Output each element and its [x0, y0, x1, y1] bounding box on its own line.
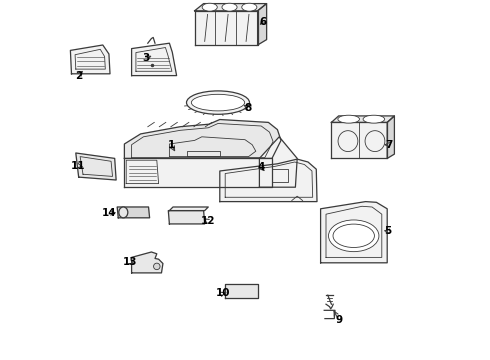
Ellipse shape	[222, 3, 237, 11]
Text: 14: 14	[101, 208, 116, 218]
Polygon shape	[259, 137, 297, 187]
Ellipse shape	[338, 115, 360, 123]
Polygon shape	[170, 207, 208, 211]
Text: 5: 5	[385, 226, 392, 236]
Polygon shape	[331, 116, 394, 122]
Text: 10: 10	[216, 288, 231, 298]
Polygon shape	[320, 202, 387, 263]
Text: 7: 7	[385, 140, 392, 150]
Text: 2: 2	[75, 71, 82, 81]
Polygon shape	[258, 4, 267, 45]
Text: 12: 12	[201, 216, 216, 226]
Ellipse shape	[202, 3, 217, 11]
Ellipse shape	[119, 207, 128, 218]
Ellipse shape	[153, 263, 160, 270]
Polygon shape	[169, 211, 205, 224]
Polygon shape	[195, 4, 267, 11]
Polygon shape	[132, 43, 176, 76]
Text: 9: 9	[335, 315, 342, 325]
Polygon shape	[71, 45, 110, 74]
Polygon shape	[124, 158, 272, 187]
Text: 1: 1	[168, 140, 175, 150]
Ellipse shape	[328, 220, 379, 252]
Ellipse shape	[187, 91, 249, 114]
Ellipse shape	[242, 3, 257, 11]
Text: 3: 3	[143, 53, 149, 63]
Ellipse shape	[363, 115, 385, 123]
Ellipse shape	[192, 94, 245, 111]
Polygon shape	[225, 284, 258, 298]
Polygon shape	[124, 120, 281, 158]
Text: 11: 11	[71, 161, 85, 171]
Polygon shape	[132, 252, 163, 273]
Polygon shape	[126, 160, 159, 184]
Text: 6: 6	[259, 17, 267, 27]
Polygon shape	[117, 207, 149, 218]
Polygon shape	[331, 122, 387, 158]
Text: 4: 4	[258, 162, 265, 172]
Text: 8: 8	[244, 103, 251, 113]
Polygon shape	[195, 11, 258, 45]
Text: 13: 13	[123, 257, 138, 267]
Polygon shape	[387, 116, 394, 158]
Polygon shape	[76, 153, 116, 180]
Polygon shape	[220, 159, 317, 202]
